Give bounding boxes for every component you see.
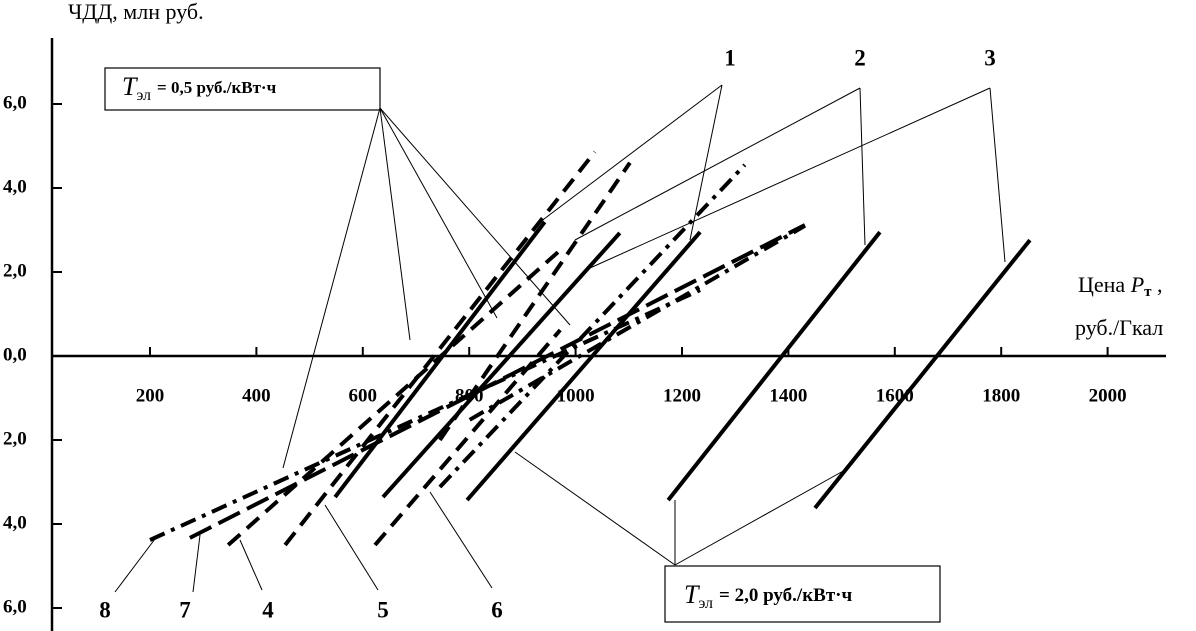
leader-line	[239, 539, 263, 591]
y-tick-label: 6,0	[3, 596, 27, 617]
y-tick-label: 6,0	[3, 92, 27, 113]
curve-label: 2	[854, 45, 866, 70]
x-tick-label: 1800	[982, 385, 1020, 406]
series-line	[666, 230, 882, 502]
curve-label: 3	[984, 45, 996, 70]
series-line	[438, 163, 747, 489]
series-line	[283, 150, 597, 547]
series-line	[465, 230, 702, 502]
leader-line	[989, 87, 1006, 263]
leader-line	[539, 84, 723, 223]
box-text: Tэл = 2,0 руб./кВт·ч	[684, 580, 852, 612]
box-text: Tэл = 0,5 руб./кВт·ч	[122, 72, 277, 104]
box-value: = 0,5 руб./кВт·ч	[157, 78, 277, 97]
leader-line	[689, 84, 723, 241]
x-axis-label-unit: руб./Гкал	[1075, 315, 1163, 340]
x-tick-label: 1200	[663, 385, 701, 406]
curve-label: 8	[99, 597, 111, 622]
series-line	[381, 231, 622, 499]
box-symbol: T	[684, 580, 700, 609]
leader-line	[324, 504, 379, 591]
curve-label: 7	[179, 597, 191, 622]
series-line	[468, 224, 806, 422]
leader-line	[192, 534, 201, 593]
box-value: = 2,0 руб./кВт·ч	[719, 585, 852, 606]
leader-line	[859, 87, 866, 246]
curve-label: 6	[491, 597, 503, 622]
x-tick-label: 1400	[769, 385, 807, 406]
leader-line	[379, 107, 498, 319]
box-subscript: эл	[136, 87, 151, 104]
curve-label: 5	[377, 597, 389, 622]
leader-line	[589, 87, 991, 269]
leader-line	[282, 107, 381, 469]
y-axis-label: ЧДД, млн руб.	[68, 0, 204, 24]
box-symbol: T	[122, 72, 138, 101]
y-tick-label: 2,0	[3, 428, 27, 449]
series-line	[813, 238, 1032, 510]
curve-label: 1	[724, 45, 736, 70]
y-tick-label: 4,0	[3, 512, 27, 533]
x-tick-label: 1000	[557, 385, 595, 406]
x-tick-label: 1600	[876, 385, 914, 406]
x-tick-label: 200	[136, 385, 165, 406]
annotation-box	[104, 67, 381, 111]
y-tick-label: 0,0	[3, 344, 27, 365]
x-tick-label: 600	[349, 385, 378, 406]
x-tick-label: 400	[242, 385, 271, 406]
leader-line	[379, 107, 571, 326]
leader-line	[514, 451, 676, 566]
x-axis-label: Цена Pт ,	[1078, 272, 1163, 300]
y-tick-label: 2,0	[3, 260, 27, 281]
leader-line	[429, 491, 493, 589]
curve-label: 4	[262, 597, 274, 622]
x-tick-label: 2000	[1089, 385, 1127, 406]
leader-line	[674, 469, 846, 566]
leader-line	[379, 107, 411, 341]
annotation-box	[664, 565, 941, 623]
box-subscript: эл	[698, 595, 713, 612]
leader-line	[114, 534, 159, 593]
series-line	[188, 223, 806, 540]
leader-line	[574, 87, 861, 241]
series-line	[149, 288, 701, 542]
y-tick-label: 4,0	[3, 176, 27, 197]
